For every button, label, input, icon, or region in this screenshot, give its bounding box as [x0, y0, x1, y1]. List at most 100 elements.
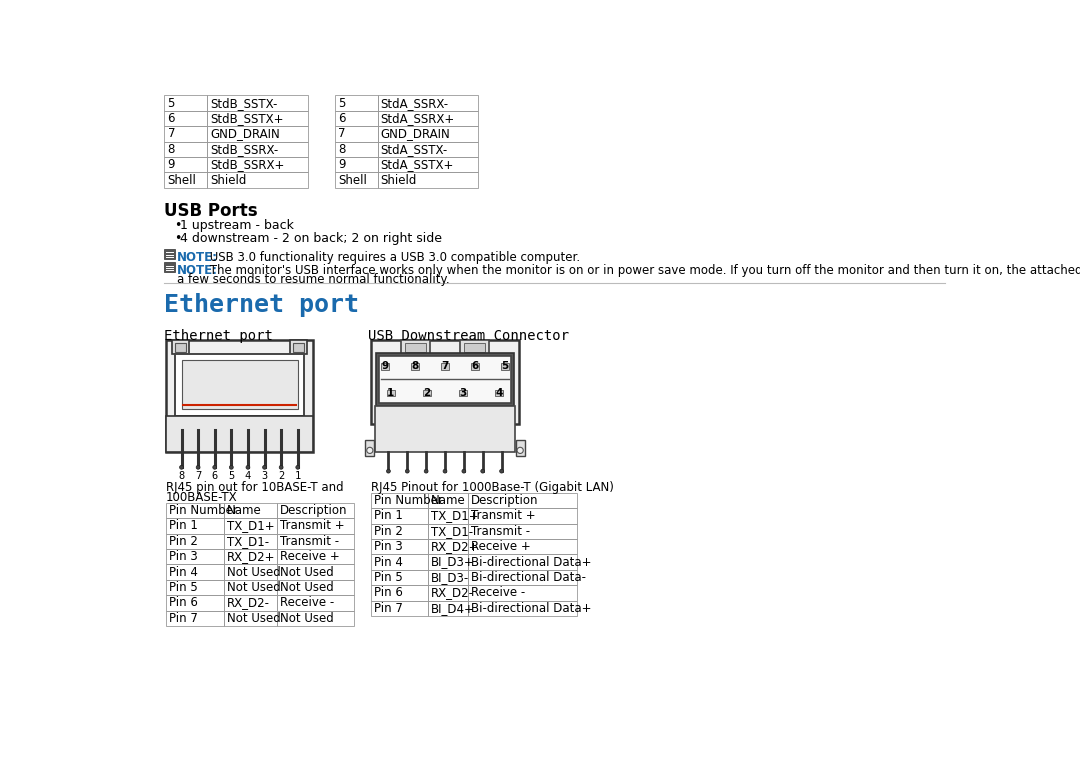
Circle shape [213, 465, 217, 469]
Bar [471, 363, 478, 369]
Circle shape [443, 469, 447, 473]
Circle shape [262, 465, 267, 469]
Bar [515, 440, 525, 456]
Text: RX_D2+: RX_D2+ [227, 550, 275, 563]
Text: Bi-directional Data+: Bi-directional Data+ [471, 602, 592, 615]
Bar [276, 565, 354, 580]
Bar [164, 95, 207, 111]
Text: Transmit -: Transmit - [280, 535, 339, 548]
Bar [225, 503, 276, 518]
Bar [501, 363, 509, 369]
Text: StdA_SSTX+: StdA_SSTX+ [380, 158, 454, 171]
Bar [207, 157, 308, 172]
Text: USB Ports: USB Ports [164, 201, 258, 220]
Text: StdA_SSRX+: StdA_SSRX+ [380, 112, 455, 125]
Bar [276, 610, 354, 626]
Bar [428, 555, 469, 570]
Bar [166, 549, 225, 565]
Bar [378, 142, 478, 157]
Circle shape [229, 465, 233, 469]
Text: Pin 4: Pin 4 [375, 555, 403, 568]
Text: Pin 6: Pin 6 [375, 586, 403, 599]
Text: Ethernet port: Ethernet port [164, 329, 273, 343]
Bar [207, 126, 308, 142]
Text: Not Used: Not Used [280, 565, 334, 578]
Text: Description: Description [471, 494, 539, 507]
Bar [372, 523, 428, 539]
Circle shape [387, 469, 390, 473]
Bar [335, 142, 378, 157]
Circle shape [517, 447, 524, 453]
Bar [469, 508, 577, 523]
Text: 100BASE-TX: 100BASE-TX [166, 491, 238, 504]
Text: StdA_SSRX-: StdA_SSRX- [380, 97, 449, 110]
Bar [164, 111, 207, 126]
Bar [335, 126, 378, 142]
Bar [372, 600, 428, 616]
Text: Pin 2: Pin 2 [170, 535, 198, 548]
Bar [166, 503, 225, 518]
Text: RJ45 Pinout for 1000Base-T (Gigabit LAN): RJ45 Pinout for 1000Base-T (Gigabit LAN) [372, 481, 615, 494]
Bar [378, 172, 478, 188]
Bar [166, 416, 313, 452]
Bar [401, 340, 430, 354]
Circle shape [179, 465, 184, 469]
Circle shape [280, 465, 283, 469]
Text: StdB_SSTX+: StdB_SSTX+ [211, 112, 284, 125]
Text: Not Used: Not Used [227, 612, 281, 625]
Bar [372, 585, 428, 600]
Bar [469, 493, 577, 508]
Text: •: • [174, 232, 181, 245]
Text: 6: 6 [471, 361, 478, 371]
Bar [207, 111, 308, 126]
Text: Receive +: Receive + [471, 540, 531, 553]
Text: Pin 1: Pin 1 [170, 520, 198, 533]
Bar [166, 580, 225, 595]
Bar [164, 126, 207, 142]
Bar [428, 570, 469, 585]
Bar [166, 533, 225, 549]
Text: 1 upstream - back: 1 upstream - back [180, 220, 294, 233]
Bar [469, 600, 577, 616]
Bar [225, 518, 276, 533]
Text: Name: Name [227, 504, 262, 517]
Text: StdB_SSRX-: StdB_SSRX- [211, 143, 279, 156]
Bar [372, 493, 428, 508]
Bar [381, 363, 389, 369]
Text: GND_DRAIN: GND_DRAIN [380, 127, 450, 140]
Text: 5: 5 [501, 361, 509, 371]
Bar [166, 610, 225, 626]
Text: StdB_SSRX+: StdB_SSRX+ [211, 158, 284, 171]
Text: Shield: Shield [380, 174, 417, 187]
Bar [335, 172, 378, 188]
Text: a few seconds to resume normal functionality.: a few seconds to resume normal functiona… [177, 273, 449, 286]
Text: NOTE:: NOTE: [177, 251, 218, 264]
Text: Not Used: Not Used [227, 581, 281, 594]
Bar [405, 343, 427, 352]
Bar [335, 157, 378, 172]
Circle shape [197, 465, 200, 469]
Text: NOTE:: NOTE: [177, 264, 218, 277]
Bar [460, 340, 489, 354]
Bar [276, 533, 354, 549]
Bar [276, 518, 354, 533]
Text: RX_D2-: RX_D2- [431, 586, 474, 599]
Text: •: • [174, 220, 181, 233]
Text: Bi-directional Data-: Bi-directional Data- [471, 571, 586, 584]
Text: StdB_SSTX-: StdB_SSTX- [211, 97, 278, 110]
Bar [459, 390, 467, 397]
Text: 7: 7 [338, 127, 346, 140]
Bar [379, 356, 511, 403]
Text: Transmit +: Transmit + [280, 520, 345, 533]
Text: Pin Number: Pin Number [375, 494, 444, 507]
Bar [441, 363, 449, 369]
Bar [365, 440, 375, 456]
Bar [207, 172, 308, 188]
Text: Shell: Shell [167, 174, 197, 187]
Bar [428, 600, 469, 616]
Text: 7: 7 [167, 127, 175, 140]
Text: 3: 3 [261, 472, 268, 481]
Bar [375, 406, 515, 452]
Text: RJ45 pin out for 10BASE-T and: RJ45 pin out for 10BASE-T and [166, 481, 343, 494]
Bar [335, 111, 378, 126]
